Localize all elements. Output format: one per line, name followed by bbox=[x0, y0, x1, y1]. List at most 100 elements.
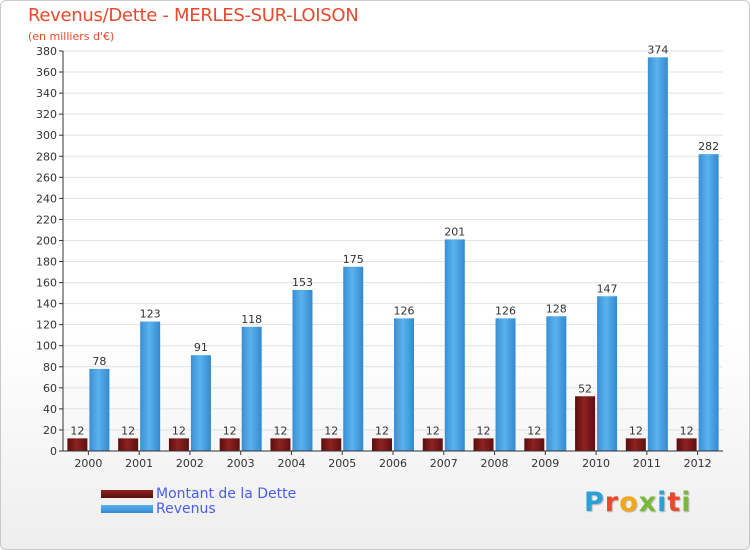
bar-debt bbox=[118, 438, 139, 451]
proxiti-logo: Proxiti bbox=[584, 487, 692, 518]
y-tick-label: 380 bbox=[36, 45, 57, 58]
x-tick-label: 2004 bbox=[277, 457, 305, 470]
legend-label-debt: Montant de la Dette bbox=[156, 486, 297, 502]
y-tick-label: 260 bbox=[36, 171, 57, 184]
y-axis-ticks: 0 20 40 60 80 100 120 140 160 180 200 220 240 260 280 3… bbox=[36, 45, 63, 458]
data-label-revenue: 91 bbox=[194, 341, 208, 354]
bar-revenue bbox=[698, 154, 719, 451]
bar-revenue bbox=[343, 266, 364, 451]
data-label-revenue: 78 bbox=[92, 355, 106, 368]
legend-swatch-revenue bbox=[101, 505, 153, 513]
bar-revenue bbox=[140, 321, 161, 451]
logo-letter: t bbox=[667, 487, 682, 518]
data-label-debt: 12 bbox=[223, 424, 237, 437]
bar-revenue bbox=[597, 296, 618, 451]
x-tick-label: 2010 bbox=[582, 457, 610, 470]
data-label-revenue: 153 bbox=[292, 276, 313, 289]
bar-debt bbox=[625, 438, 646, 451]
x-axis-ticks: 2000 2001 2002 2003 2004 2005 2006 2007 2008 2009… bbox=[74, 451, 712, 470]
logo-letter: o bbox=[619, 487, 639, 518]
y-tick-label: 280 bbox=[36, 150, 57, 163]
y-tick-label: 140 bbox=[36, 298, 57, 311]
data-label-revenue: 118 bbox=[241, 313, 262, 326]
data-label-revenue: 147 bbox=[597, 282, 618, 295]
data-label-debt: 52 bbox=[578, 382, 592, 395]
bar-revenue bbox=[394, 318, 414, 451]
bar-revenue bbox=[546, 316, 567, 451]
bars bbox=[67, 57, 719, 451]
data-label-debt: 12 bbox=[629, 424, 643, 437]
data-label-revenue: 201 bbox=[444, 225, 465, 238]
bar-revenue bbox=[89, 368, 110, 451]
data-label-revenue: 128 bbox=[546, 302, 567, 315]
y-tick-label: 320 bbox=[36, 108, 57, 121]
y-tick-label: 0 bbox=[50, 445, 57, 458]
logo-letter: i bbox=[657, 487, 668, 518]
y-tick-label: 20 bbox=[43, 424, 57, 437]
grid-lines bbox=[63, 50, 723, 452]
x-tick-label: 2000 bbox=[74, 457, 102, 470]
legend-label-revenue: Revenus bbox=[156, 501, 216, 517]
data-label-debt: 12 bbox=[477, 424, 491, 437]
data-label-debt: 12 bbox=[273, 424, 287, 437]
x-tick-label: 2007 bbox=[430, 457, 458, 470]
bar-debt bbox=[676, 438, 697, 451]
bar-debt bbox=[270, 438, 291, 451]
data-labels: 12 78 12 123 12 91 12 118 12 153 12 175 12 126 12 201 12… bbox=[70, 43, 719, 437]
data-label-revenue: 123 bbox=[140, 308, 161, 321]
bar-debt bbox=[422, 438, 443, 451]
y-tick-label: 60 bbox=[43, 382, 57, 395]
bar-revenue bbox=[495, 318, 516, 451]
x-tick-label: 2012 bbox=[684, 457, 712, 470]
data-label-revenue: 126 bbox=[495, 304, 516, 317]
logo-letter: P bbox=[584, 487, 605, 518]
chart-title: Revenus/Dette - MERLES-SUR-LOISON bbox=[28, 5, 359, 26]
data-label-debt: 12 bbox=[324, 424, 338, 437]
data-label-debt: 12 bbox=[121, 424, 135, 437]
y-tick-label: 40 bbox=[43, 403, 57, 416]
y-tick-label: 360 bbox=[36, 66, 57, 79]
x-tick-label: 2005 bbox=[328, 457, 356, 470]
data-label-debt: 12 bbox=[527, 424, 541, 437]
x-tick-label: 2011 bbox=[633, 457, 661, 470]
legend-swatch-debt bbox=[101, 490, 153, 498]
data-label-revenue: 175 bbox=[343, 253, 364, 266]
x-tick-label: 2001 bbox=[125, 457, 153, 470]
y-tick-label: 220 bbox=[36, 213, 57, 226]
bar-debt bbox=[372, 438, 392, 451]
bar-revenue bbox=[190, 355, 211, 451]
y-tick-label: 340 bbox=[36, 87, 57, 100]
bar-revenue bbox=[241, 326, 262, 451]
bar-revenue bbox=[647, 57, 668, 451]
bar-debt bbox=[575, 396, 596, 451]
y-tick-label: 80 bbox=[43, 361, 57, 374]
y-tick-label: 160 bbox=[36, 277, 57, 290]
x-tick-label: 2003 bbox=[227, 457, 255, 470]
y-tick-label: 100 bbox=[36, 340, 57, 353]
bar-debt bbox=[168, 438, 189, 451]
data-label-revenue: 282 bbox=[698, 140, 719, 153]
x-tick-label: 2002 bbox=[176, 457, 204, 470]
bar-debt bbox=[524, 438, 545, 451]
bar-debt bbox=[473, 438, 494, 451]
logo-letter: r bbox=[604, 487, 620, 518]
data-label-revenue: 374 bbox=[647, 43, 668, 56]
y-tick-label: 120 bbox=[36, 319, 57, 332]
data-label-debt: 12 bbox=[172, 424, 186, 437]
data-label-debt: 12 bbox=[680, 424, 694, 437]
data-label-revenue: 126 bbox=[394, 304, 415, 317]
data-label-debt: 12 bbox=[426, 424, 440, 437]
y-tick-label: 180 bbox=[36, 256, 57, 269]
bar-revenue bbox=[292, 289, 313, 451]
chart-subtitle: (en milliers d'€) bbox=[28, 30, 115, 43]
logo-letter: x bbox=[638, 487, 658, 518]
x-tick-label: 2009 bbox=[531, 457, 559, 470]
data-label-debt: 12 bbox=[375, 424, 389, 437]
bar-revenue bbox=[444, 239, 465, 451]
y-tick-label: 300 bbox=[36, 129, 57, 142]
bar-debt bbox=[219, 438, 240, 451]
bar-debt bbox=[67, 438, 88, 451]
bar-debt bbox=[321, 438, 342, 451]
x-tick-label: 2006 bbox=[379, 457, 407, 470]
